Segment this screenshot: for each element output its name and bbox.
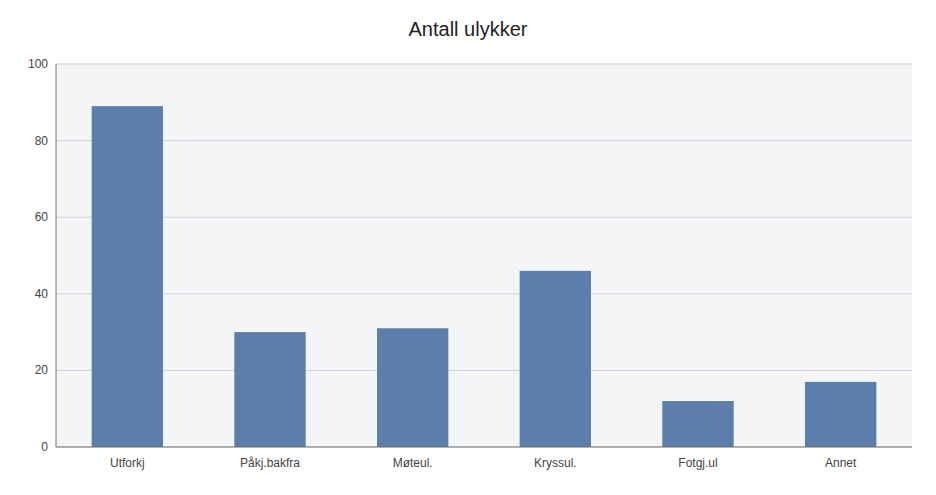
bars: [92, 106, 877, 447]
y-axis: 0 20 40 60 80 100: [28, 57, 48, 454]
x-tick-label: Påkj.bakfra: [240, 456, 300, 470]
y-axis-line: [56, 64, 57, 447]
y-tick-label: 0: [41, 440, 48, 454]
y-tick-label: 80: [35, 134, 49, 148]
x-tick-label: Utforkj: [110, 456, 145, 470]
x-tick-label: Møteul.: [393, 456, 433, 470]
bar: [520, 271, 591, 447]
x-axis: Utforkj Påkj.bakfra Møteul. Kryssul. Fotgj.u…: [110, 456, 857, 470]
grid-line: [56, 293, 912, 294]
y-tick-label: 100: [28, 57, 48, 71]
y-tick-label: 20: [35, 363, 49, 377]
x-tick-label: Fotgj.ul: [678, 456, 717, 470]
title: Antall ulykker: [409, 18, 528, 40]
grid-line: [56, 447, 912, 448]
bar: [377, 328, 448, 447]
grid-line: [56, 64, 912, 65]
bar: [662, 401, 733, 447]
chart-container: Antall ulykker 0 20 40 60 80 100 Utforkj Påkj.ba…: [0, 0, 936, 495]
bar: [92, 106, 163, 447]
grid: [56, 64, 912, 447]
plot-background: [56, 64, 912, 447]
grid-line: [56, 370, 912, 371]
y-tick-label: 40: [35, 287, 49, 301]
x-tick-label: Annet: [825, 456, 857, 470]
y-tick-label: 60: [35, 210, 49, 224]
chart: Antall ulykker 0 20 40 60 80 100 Utforkj Påkj.ba…: [0, 0, 936, 495]
bar: [234, 332, 305, 447]
bar: [805, 382, 876, 447]
x-axis-line: [56, 447, 912, 448]
grid-line: [56, 140, 912, 141]
x-tick-label: Kryssul.: [534, 456, 577, 470]
grid-line: [56, 217, 912, 218]
